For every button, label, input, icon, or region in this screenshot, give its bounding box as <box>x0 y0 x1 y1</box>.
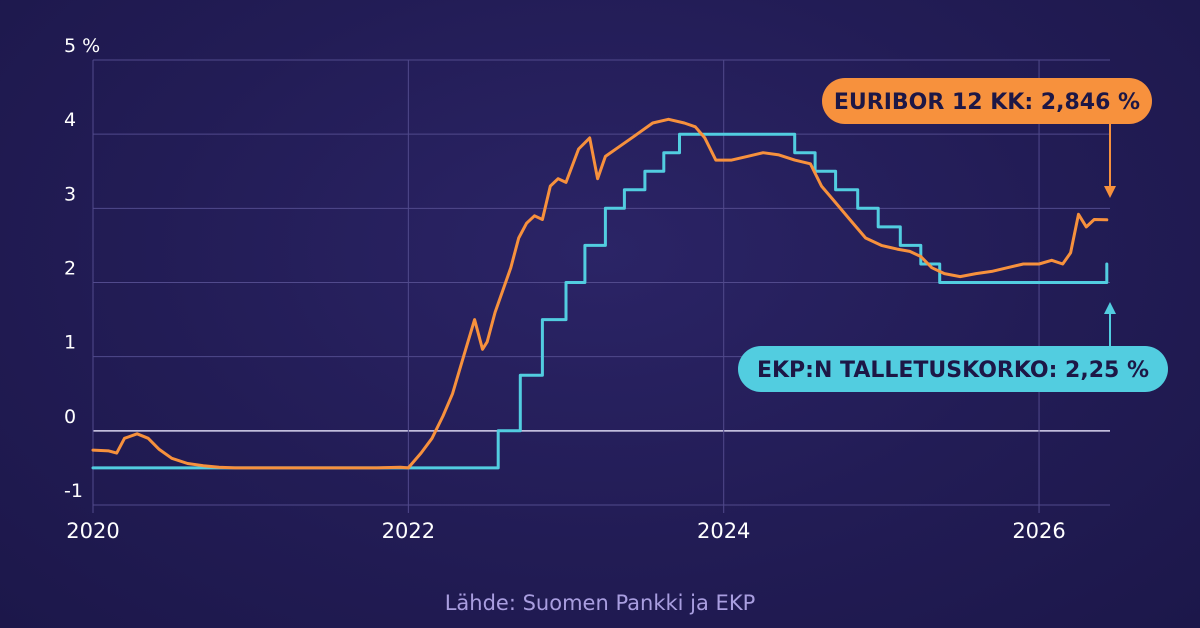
y-tick-label: 1 <box>64 332 76 354</box>
x-tick-label: 2026 <box>1012 519 1065 543</box>
y-axis: 5 % 4 3 2 1 0 -1 <box>64 35 100 502</box>
x-tick-label: 2024 <box>697 519 750 543</box>
euribor-annotation: EURIBOR 12 KK: 2,846 % <box>822 78 1152 198</box>
y-tick-label: 0 <box>64 406 76 428</box>
x-tick-label: 2020 <box>66 519 119 543</box>
series-line-euribor-12-kk <box>91 117 1109 470</box>
series-line-ekp-n-talletuskorko <box>91 132 1109 470</box>
ecb-arrow-head <box>1104 302 1116 314</box>
euribor-label: EURIBOR 12 KK: 2,846 % <box>834 90 1140 115</box>
x-axis: 2020 2022 2024 2026 <box>66 519 1065 543</box>
y-tick-label: 2 <box>64 258 76 280</box>
euribor-label-pill <box>822 78 1152 124</box>
ecb-label-pill <box>738 346 1168 392</box>
y-tick-label: 4 <box>64 109 76 131</box>
y-tick-label: 3 <box>64 183 76 205</box>
grid <box>92 59 1110 513</box>
y-tick-label: 5 % <box>64 35 100 57</box>
series-layer <box>91 117 1109 470</box>
source-note: Lähde: Suomen Pankki ja EKP <box>445 591 756 615</box>
y-tick-label: -1 <box>64 480 83 502</box>
x-tick-label: 2022 <box>382 519 435 543</box>
ecb-annotation: EKP:N TALLETUSKORKO: 2,25 % <box>738 302 1168 392</box>
euribor-arrow-head <box>1104 186 1116 198</box>
ecb-label: EKP:N TALLETUSKORKO: 2,25 % <box>757 358 1149 383</box>
